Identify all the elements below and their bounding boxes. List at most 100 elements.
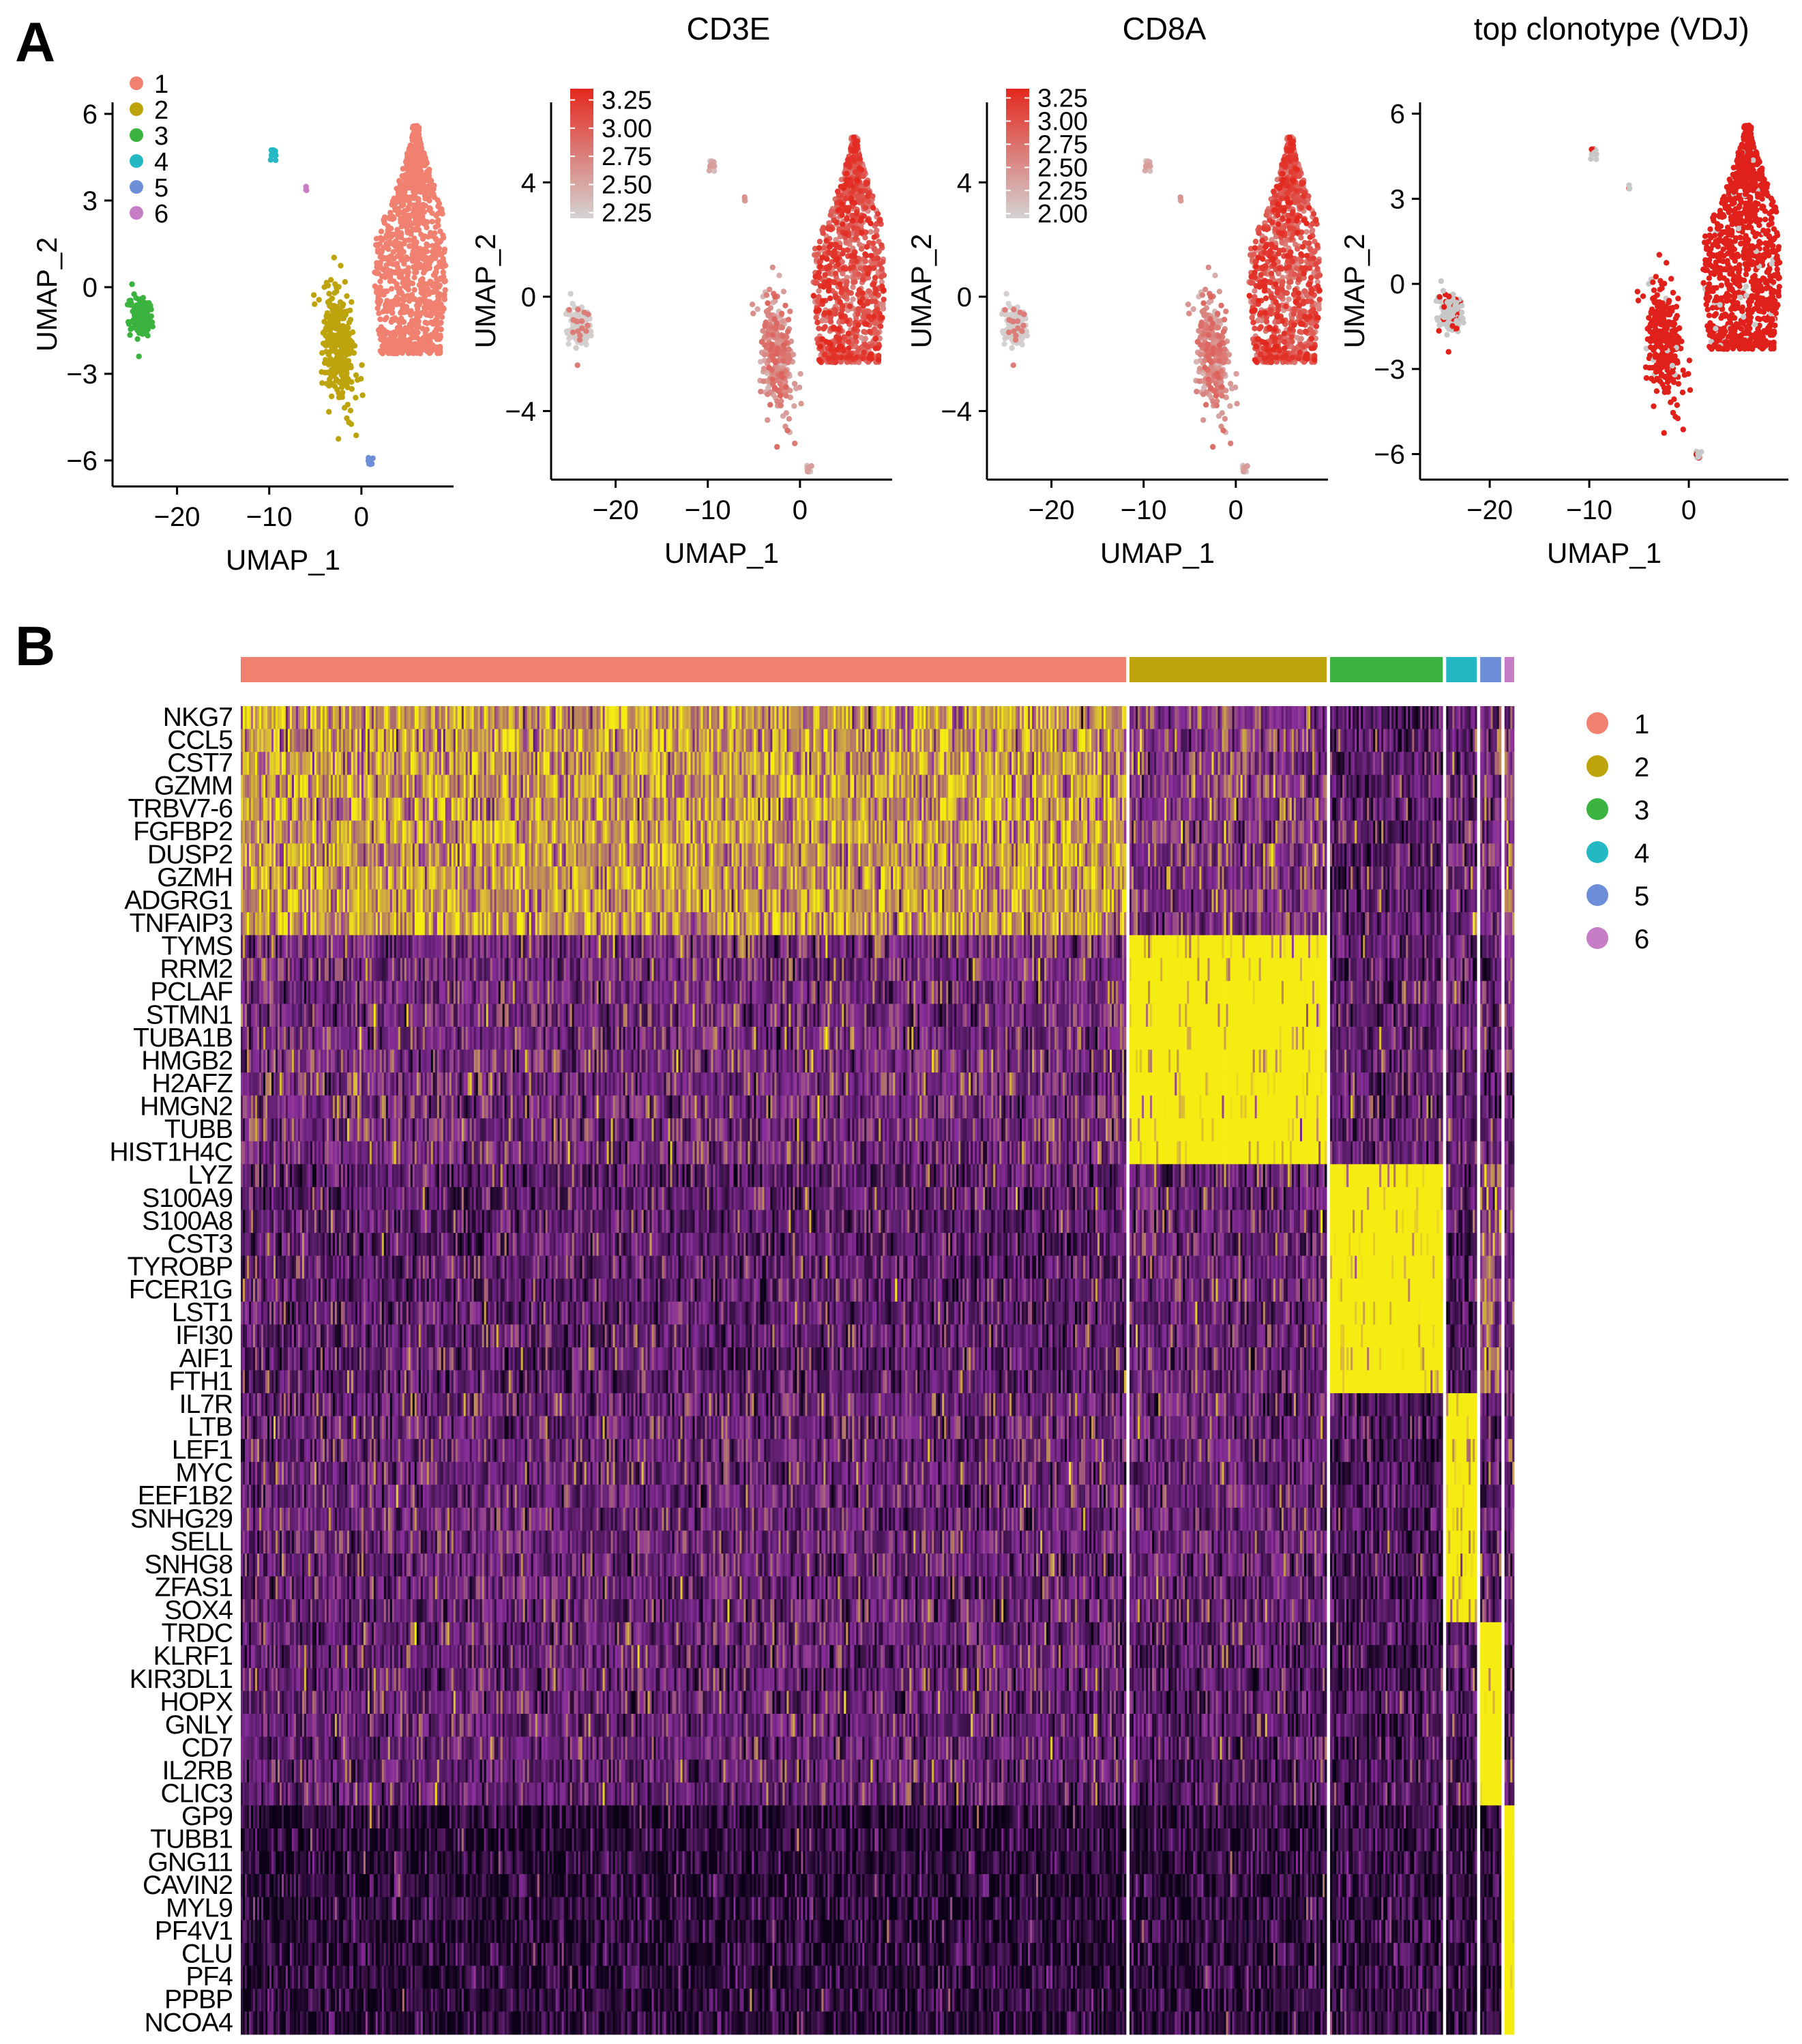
data-point	[340, 302, 346, 307]
legend-label: 2	[154, 96, 168, 125]
data-point	[379, 292, 384, 297]
data-point	[400, 186, 406, 192]
data-point	[575, 328, 580, 334]
data-point	[409, 255, 415, 261]
data-point	[325, 370, 330, 375]
data-point	[409, 318, 415, 323]
data-point	[139, 311, 145, 317]
data-point	[791, 403, 797, 409]
legend-swatch	[130, 180, 143, 194]
data-point	[348, 408, 353, 413]
data-point	[422, 299, 428, 304]
data-point	[406, 237, 411, 243]
data-point	[377, 284, 383, 290]
data-point	[132, 308, 137, 313]
data-point	[426, 166, 432, 172]
data-point	[344, 293, 349, 299]
data-point	[581, 310, 587, 315]
data-point	[375, 249, 381, 254]
data-point	[128, 297, 133, 303]
data-point	[418, 248, 424, 253]
y-tick-label: −4	[505, 396, 536, 426]
data-point	[330, 332, 336, 338]
data-point	[868, 229, 873, 235]
data-point	[331, 358, 336, 364]
data-point	[428, 304, 433, 310]
data-point	[567, 291, 573, 296]
data-point	[411, 220, 417, 226]
data-point	[431, 183, 437, 188]
data-point	[439, 308, 444, 313]
data-point	[415, 140, 421, 145]
panel-label-b: B	[15, 615, 55, 677]
data-point	[784, 410, 789, 415]
data-point	[372, 269, 377, 275]
data-point	[336, 436, 341, 441]
data-point	[429, 320, 434, 325]
data-point	[434, 219, 440, 224]
data-point	[806, 465, 811, 470]
legend-swatch	[130, 206, 143, 220]
data-point	[414, 303, 419, 308]
data-point	[797, 385, 802, 390]
data-point	[765, 418, 770, 423]
data-point	[434, 281, 439, 287]
data-point	[420, 186, 426, 191]
data-point	[437, 291, 443, 297]
data-point	[422, 193, 428, 199]
data-point	[383, 301, 389, 306]
data-point	[331, 303, 337, 308]
data-point	[761, 366, 767, 371]
data-point	[343, 368, 349, 373]
data-point	[419, 152, 424, 158]
data-point	[420, 325, 426, 331]
data-point	[353, 433, 359, 438]
data-point	[368, 461, 373, 466]
data-point	[345, 385, 351, 390]
data-point	[850, 284, 855, 290]
data-point	[140, 327, 145, 333]
data-point	[383, 347, 388, 352]
data-point	[426, 184, 432, 189]
data-point	[422, 263, 427, 268]
x-tick-label: 0	[354, 502, 369, 532]
data-point	[137, 304, 143, 309]
data-point	[136, 297, 142, 303]
data-point	[439, 207, 444, 213]
data-point	[389, 202, 395, 207]
data-point	[787, 308, 793, 314]
data-point	[707, 164, 713, 169]
data-point	[570, 317, 576, 323]
data-point	[415, 203, 420, 209]
data-point	[402, 256, 407, 261]
data-point	[750, 310, 756, 316]
data-point	[570, 301, 575, 306]
data-point	[792, 441, 797, 446]
data-point	[340, 360, 346, 366]
data-point	[427, 350, 432, 355]
data-point	[346, 319, 352, 325]
data-point	[765, 392, 770, 397]
data-point	[349, 422, 354, 427]
legend-swatch	[130, 76, 143, 90]
x-axis-label: UMAP_1	[226, 544, 340, 576]
data-point	[416, 227, 422, 233]
data-point	[438, 276, 443, 281]
data-point	[412, 269, 417, 275]
data-point	[316, 297, 322, 302]
data-point	[432, 269, 438, 275]
data-point	[432, 194, 437, 200]
legend-swatch	[130, 102, 143, 116]
data-point	[431, 250, 437, 256]
data-point	[755, 306, 760, 312]
data-point	[321, 340, 326, 346]
y-axis-label: UMAP_2	[469, 233, 501, 348]
data-point	[412, 296, 417, 302]
y-tick-label: 0	[83, 273, 98, 303]
data-point	[410, 185, 415, 190]
data-point	[401, 211, 407, 216]
data-point	[413, 158, 419, 164]
data-point	[333, 321, 338, 326]
data-point	[392, 269, 397, 275]
